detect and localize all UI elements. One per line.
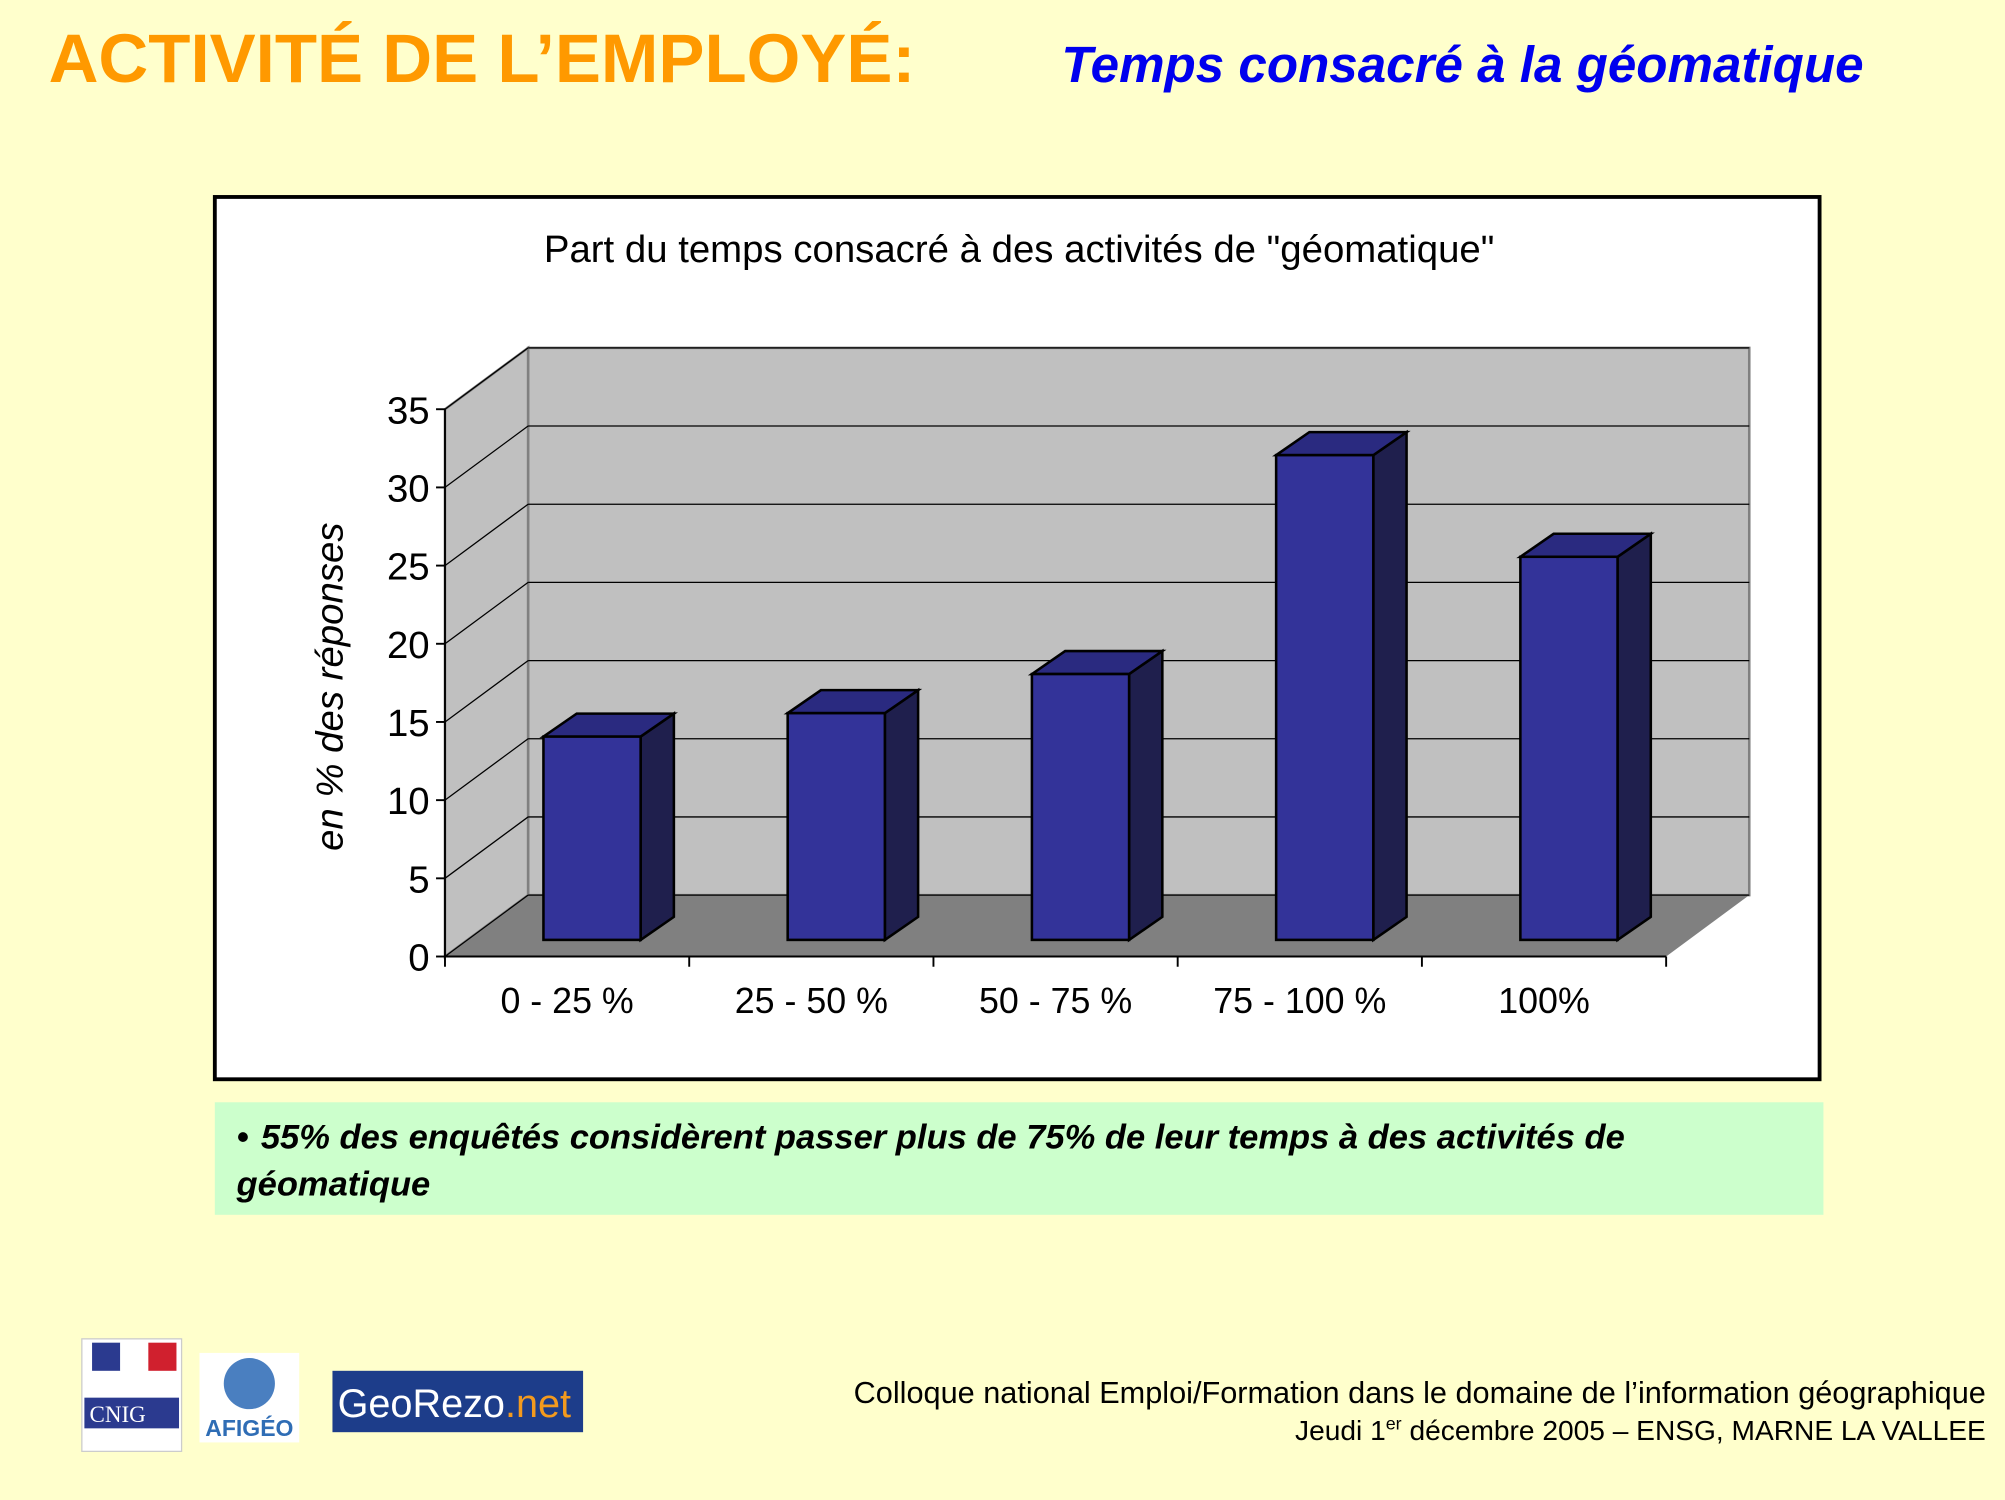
y-tick-label: 0: [408, 937, 429, 980]
grid-line: [444, 660, 529, 723]
footer-sup: er: [1386, 1414, 1402, 1434]
logo-box: [332, 1370, 584, 1433]
grid-line: [444, 894, 529, 958]
footer-line: Colloque national Emploi/Formation dans …: [854, 1375, 1986, 1410]
bar-side: [883, 687, 920, 943]
logo-afigeo: AFIGÉO: [199, 1352, 300, 1443]
y-tick-label: 25: [387, 546, 430, 589]
side-wall: [443, 345, 530, 960]
y-tick-label: 35: [387, 389, 430, 432]
bar: [1519, 555, 1619, 942]
grid-line: [444, 738, 529, 801]
note-line: 55% des enquêtés considèrent passer plus…: [261, 1118, 1625, 1156]
chart-title: Part du temps consacré à des activités d…: [544, 228, 1495, 271]
bar: [1274, 453, 1375, 942]
logo-flag: [120, 1342, 149, 1371]
footer-line: Jeudi 1er décembre 2005 – ENSG, MARNE LA…: [1295, 1414, 1986, 1446]
grid-line: [444, 347, 529, 410]
bar: [542, 735, 642, 942]
logo-text: CNIG: [90, 1401, 146, 1427]
bar-side: [1127, 648, 1164, 943]
logo-text: GeoRezo: [338, 1382, 505, 1426]
note-bullet: •: [237, 1118, 249, 1156]
footer-text: Jeudi 1: [1295, 1415, 1386, 1446]
x-tick-label: 100%: [1498, 981, 1590, 1021]
y-tick-label: 10: [387, 780, 430, 823]
bar-side: [1372, 429, 1408, 943]
logo-flag: [148, 1342, 177, 1371]
note-line: géomatique: [236, 1166, 431, 1204]
y-tick-label: 5: [408, 858, 429, 901]
logo-text: GeoRezo.net: [338, 1382, 572, 1426]
logo-flag: [92, 1342, 121, 1371]
x-tick-label: 0 - 25 %: [500, 981, 633, 1021]
grid-line: [444, 581, 529, 645]
y-tick-label: 20: [387, 624, 430, 667]
note-box: [214, 1102, 1824, 1215]
logo-band: [84, 1397, 180, 1429]
bar: [1030, 672, 1131, 942]
y-tick-label: 30: [387, 467, 430, 510]
bar-side: [1616, 531, 1653, 943]
logo-georezo: GeoRezo.net: [332, 1370, 584, 1433]
x-tick-label: 25 - 50 %: [735, 981, 888, 1021]
logo-globe: [223, 1358, 275, 1410]
slide-subtitle: Temps consacré à la géomatique: [1061, 36, 1863, 93]
logo-text: .net: [505, 1382, 571, 1426]
logo-text: AFIGÉO: [205, 1414, 293, 1441]
y-axis-label: en % des réponses: [309, 523, 352, 851]
bar: [786, 711, 887, 942]
y-tick-label: 15: [387, 702, 430, 745]
grid-line: [444, 425, 529, 488]
logo-cnig: CNIG: [81, 1338, 183, 1453]
x-tick-label: 50 - 75 %: [979, 981, 1132, 1021]
bar-side: [639, 711, 676, 943]
slide-title: ACTIVITÉ DE L’EMPLOYÉ:: [49, 19, 916, 97]
x-tick-label: 75 - 100 %: [1213, 981, 1386, 1021]
plot: 0 5 10 15 20 25 30 35 0 - 25 % 25 - 50 % 50 - 75 %…: [387, 345, 1751, 1021]
grid-line: [444, 503, 529, 567]
grid-line: [444, 816, 529, 879]
footer-text: décembre 2005 – ENSG, MARNE LA VALLEE: [1402, 1415, 1986, 1446]
